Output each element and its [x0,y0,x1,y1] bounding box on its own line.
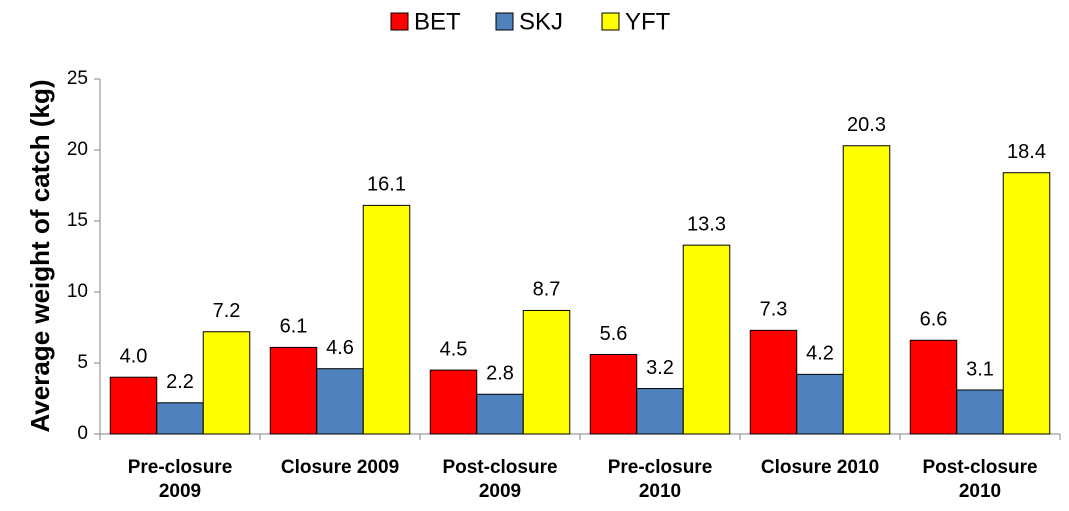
bar [109,376,158,435]
x-tick-label: Pre-closure 2009 [127,457,233,502]
data-label: 5.6 [600,323,628,345]
bar [956,389,1004,435]
data-label: 2.8 [486,363,514,385]
data-label: 4.6 [326,337,354,359]
data-label: 7.3 [760,299,788,321]
x-tick-label: Closure 2010 [760,457,880,478]
x-tick-label: Post-closure 2010 [922,457,1038,502]
legend-label: SKJ [519,8,563,35]
data-label: 3.2 [646,357,674,379]
data-label: 4.0 [120,345,148,367]
data-label: 13.3 [687,213,726,235]
x-tick-label: Closure 2009 [280,457,400,478]
data-label: 18.4 [1007,141,1046,163]
bar [589,353,638,435]
y-tick-label: 0 [77,423,88,444]
legend-label: YFT [625,8,671,35]
legend-swatch [601,12,620,31]
y-tick-label: 15 [67,210,88,231]
legend-label: BET [414,8,461,35]
data-label: 4.5 [440,338,468,360]
bar [909,339,958,435]
y-tick-label: 10 [67,281,88,302]
bar [316,368,364,435]
data-label: 16.1 [367,174,406,196]
data-label: 8.7 [533,279,561,301]
bar [429,369,478,435]
bar [796,373,844,435]
bar [522,309,571,435]
data-label: 7.2 [213,300,241,322]
bar [636,388,684,435]
data-label: 2.2 [166,371,194,393]
data-label: 6.1 [280,316,308,338]
bar [269,346,318,435]
bar [476,393,524,435]
bar [682,244,731,435]
x-tick-label: Post-closure 2009 [442,457,558,502]
legend-swatch [390,12,409,31]
y-axis-title: Average weight of catch (kg) [25,80,55,433]
y-tick-label: 25 [67,68,88,89]
bar [842,145,891,435]
y-tick-label: 20 [67,139,88,160]
x-tick-label: Pre-closure 2010 [607,457,713,502]
data-label: 20.3 [847,114,886,136]
bar [362,204,411,435]
data-label: 3.1 [966,358,994,380]
bar [156,402,204,435]
y-tick-label: 5 [77,352,88,373]
data-label: 4.2 [806,343,834,365]
legend-swatch [495,12,514,31]
data-label: 6.6 [920,309,948,331]
bar [749,329,798,435]
bar [202,331,251,435]
bar [1002,172,1051,435]
